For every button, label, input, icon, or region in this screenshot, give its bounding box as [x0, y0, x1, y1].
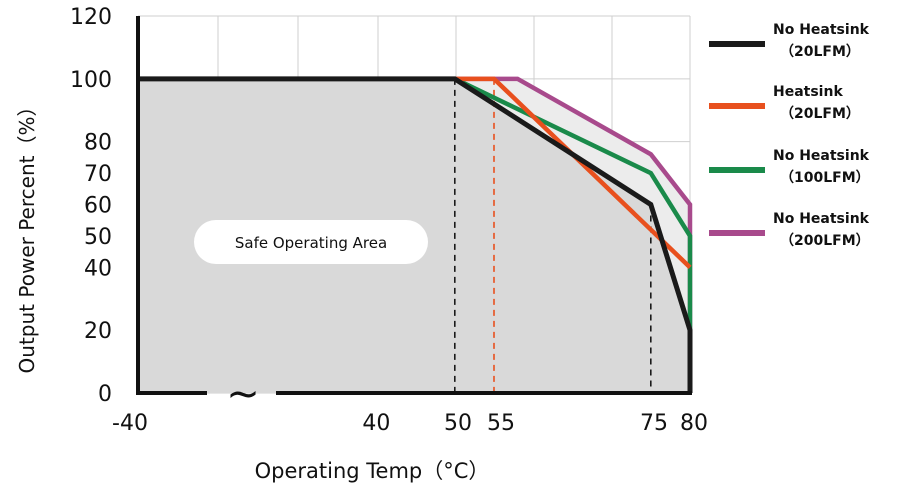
axes: ~	[136, 16, 692, 417]
reference-lines	[453, 78, 652, 393]
y-axis-label: Output Power Percent（%）	[15, 97, 39, 374]
legend-label: No Heatsink	[773, 148, 870, 164]
legend-label: Heatsink	[773, 84, 843, 100]
y-tick-labels: 0 20 40 50 60 70 80 100 120	[70, 5, 112, 407]
safe-operating-area-text: Safe Operating Area	[235, 234, 387, 252]
x-axis-label: Operating Temp（°C）	[255, 459, 490, 483]
series-line-2	[453, 76, 693, 331]
legend: No Heatsink（20LFM）Heatsink（20LFM）No Heat…	[709, 22, 870, 249]
legend-item: No Heatsink （100LFM）	[709, 148, 870, 186]
legend-item: No Heatsink （20LFM）	[709, 22, 870, 60]
safe-operating-area-box	[194, 220, 428, 264]
legend-item: No Heatsink （200LFM）	[709, 211, 870, 249]
y-tick-label: 0	[98, 382, 112, 407]
series-line-0	[138, 76, 693, 393]
legend-label: No Heatsink	[773, 211, 870, 227]
legend-condition: （20LFM）	[780, 44, 860, 60]
x-tick-label: 50	[444, 411, 472, 436]
x-axis-break: ~	[226, 371, 260, 417]
series-lines	[138, 76, 693, 393]
y-tick-label: 120	[70, 5, 112, 30]
y-tick-label: 40	[84, 256, 112, 281]
x-tick-labels: -40 40 50 55 75 80	[112, 411, 708, 436]
x-tick-label: 55	[487, 411, 515, 436]
y-tick-label: 60	[84, 194, 112, 219]
legend-label: No Heatsink	[773, 22, 870, 38]
legend-item: Heatsink （20LFM）	[709, 84, 860, 122]
legend-condition: （20LFM）	[780, 106, 860, 122]
y-tick-label: 50	[84, 225, 112, 250]
y-tick-label: 100	[70, 68, 112, 93]
band-between-curves-fill	[454, 78, 690, 331]
x-tick-label: -40	[112, 411, 148, 436]
legend-condition: （200LFM）	[780, 233, 870, 249]
x-tick-label: 80	[680, 411, 708, 436]
x-tick-label: 75	[640, 411, 668, 436]
x-tick-label: 40	[362, 411, 390, 436]
series-line-1	[454, 76, 692, 269]
y-tick-label: 80	[84, 131, 112, 156]
legend-condition: （100LFM）	[780, 170, 870, 186]
y-tick-label: 70	[84, 162, 112, 187]
safe-operating-area-label: Safe Operating Area	[194, 220, 428, 264]
y-tick-label: 20	[84, 319, 112, 344]
